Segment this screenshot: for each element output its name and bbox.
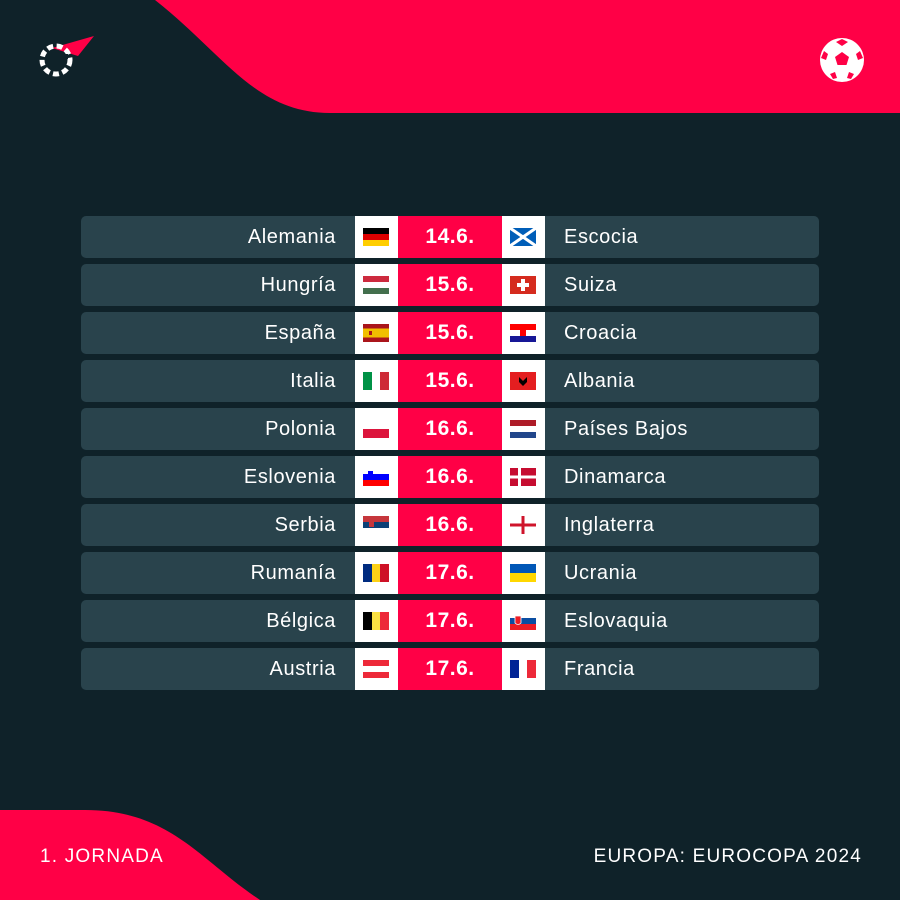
home-team-name: Austria <box>269 658 336 680</box>
away-flag-cell <box>502 408 545 450</box>
away-team-name: Inglaterra <box>564 514 655 536</box>
scotland-flag-icon <box>510 228 536 246</box>
football-icon <box>820 38 864 82</box>
flashscore-logo-icon <box>39 36 94 77</box>
home-team-name: Hungría <box>260 274 336 296</box>
serbia-flag-icon <box>363 516 389 534</box>
away-team-name: Suiza <box>564 274 618 296</box>
away-flag-cell <box>502 504 545 546</box>
hungary-flag-icon <box>363 276 389 294</box>
switzerland-flag-icon <box>510 276 536 294</box>
match-date: 16.6. <box>398 408 502 450</box>
home-flag-cell <box>355 648 398 690</box>
romania-flag-icon <box>363 564 389 582</box>
home-flag-cell <box>355 552 398 594</box>
away-team-name: Francia <box>564 658 635 680</box>
away-flag-cell <box>502 456 545 498</box>
denmark-flag-icon <box>510 468 536 486</box>
away-flag-cell <box>502 600 545 642</box>
match-row: Alemania 14.6. Escocia <box>81 216 819 258</box>
spain-flag-icon <box>363 324 389 342</box>
match-date: 14.6. <box>398 216 502 258</box>
match-row: Hungría 15.6. Suiza <box>81 264 819 306</box>
match-row: Serbia 16.6. Inglaterra <box>81 504 819 546</box>
away-flag-cell <box>502 552 545 594</box>
match-row: Bélgica 17.6. Eslovaquia <box>81 600 819 642</box>
home-flag-cell <box>355 456 398 498</box>
home-team-name: Bélgica <box>266 610 336 632</box>
home-team-name: Serbia <box>274 514 336 536</box>
match-row: Eslovenia 16.6. Dinamarca <box>81 456 819 498</box>
home-flag-cell <box>355 360 398 402</box>
match-date: 15.6. <box>398 312 502 354</box>
away-team-name: Dinamarca <box>564 466 667 488</box>
home-flag-cell <box>355 312 398 354</box>
match-date: 16.6. <box>398 456 502 498</box>
home-team-name: Polonia <box>265 418 336 440</box>
italy-flag-icon <box>363 372 389 390</box>
home-flag-cell <box>355 600 398 642</box>
away-flag-cell <box>502 360 545 402</box>
away-team-name: Ucrania <box>564 562 638 584</box>
ukraine-flag-icon <box>510 564 536 582</box>
match-row: Austria 17.6. Francia <box>81 648 819 690</box>
slovenia-flag-icon <box>363 468 389 486</box>
away-flag-cell <box>502 264 545 306</box>
away-flag-cell <box>502 216 545 258</box>
home-team-name: Alemania <box>247 226 336 248</box>
match-row: Italia 15.6. Albania <box>81 360 819 402</box>
home-team-name: Eslovenia <box>243 466 336 488</box>
match-row: Rumanía 17.6. Ucrania <box>81 552 819 594</box>
fixtures-table: Alemania 14.6. Escocia Hungría 15.6. Suiza Esp… <box>81 216 819 696</box>
home-flag-cell <box>355 216 398 258</box>
poland-flag-icon <box>363 420 389 438</box>
round-label: 1. JORNADA <box>40 846 164 867</box>
belgium-flag-icon <box>363 612 389 630</box>
germany-flag-icon <box>363 228 389 246</box>
home-team-name: Italia <box>290 370 336 392</box>
competition-label: EUROPA: EUROCOPA 2024 <box>593 846 862 867</box>
home-flag-cell <box>355 504 398 546</box>
away-flag-cell <box>502 648 545 690</box>
match-date: 17.6. <box>398 648 502 690</box>
match-date: 16.6. <box>398 504 502 546</box>
netherlands-flag-icon <box>510 420 536 438</box>
home-team-name: Rumanía <box>250 562 336 584</box>
match-date: 15.6. <box>398 264 502 306</box>
albania-flag-icon <box>510 372 536 390</box>
england-flag-icon <box>510 516 536 534</box>
match-date: 17.6. <box>398 600 502 642</box>
match-date: 15.6. <box>398 360 502 402</box>
away-team-name: Escocia <box>564 226 639 248</box>
home-team-name: España <box>264 322 336 344</box>
austria-flag-icon <box>363 660 389 678</box>
home-flag-cell <box>355 264 398 306</box>
away-team-name: Croacia <box>564 322 638 344</box>
away-team-name: Países Bajos <box>564 418 688 440</box>
home-flag-cell <box>355 408 398 450</box>
match-row: España 15.6. Croacia <box>81 312 819 354</box>
france-flag-icon <box>510 660 536 678</box>
croatia-flag-icon <box>510 324 536 342</box>
away-flag-cell <box>502 312 545 354</box>
away-team-name: Eslovaquia <box>564 610 668 632</box>
away-team-name: Albania <box>564 370 635 392</box>
match-date: 17.6. <box>398 552 502 594</box>
slovakia-flag-icon <box>510 612 536 630</box>
match-row: Polonia 16.6. Países Bajos <box>81 408 819 450</box>
